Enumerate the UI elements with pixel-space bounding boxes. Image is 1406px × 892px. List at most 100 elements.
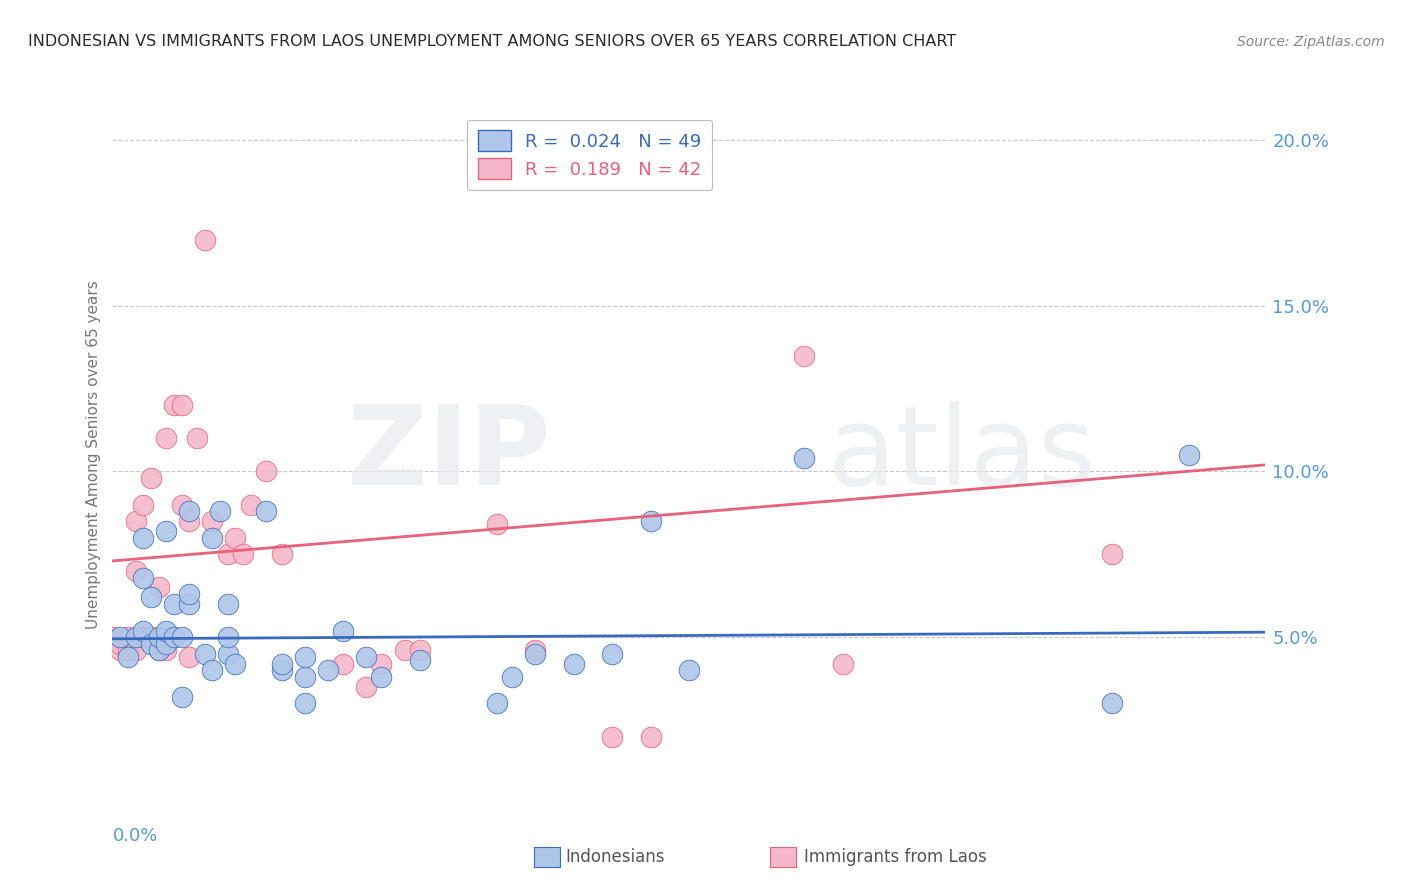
- Point: [179, 587, 201, 601]
- Point: [409, 653, 432, 667]
- Point: [201, 663, 224, 677]
- Point: [201, 514, 224, 528]
- Point: [217, 547, 239, 561]
- Point: [132, 498, 155, 512]
- Point: [370, 657, 392, 671]
- Point: [124, 514, 146, 528]
- Point: [831, 657, 853, 671]
- Point: [132, 624, 155, 638]
- Point: [108, 630, 131, 644]
- Point: [294, 650, 316, 665]
- Point: [132, 570, 155, 584]
- Point: [294, 670, 316, 684]
- Point: [186, 431, 208, 445]
- Point: [139, 471, 162, 485]
- Text: Indonesians: Indonesians: [565, 848, 665, 866]
- Point: [148, 581, 170, 595]
- Point: [148, 630, 170, 644]
- Point: [394, 643, 416, 657]
- Point: [170, 398, 193, 412]
- Point: [170, 630, 193, 644]
- Point: [179, 514, 201, 528]
- Point: [678, 663, 700, 677]
- Point: [209, 504, 232, 518]
- Point: [194, 233, 217, 247]
- Point: [155, 431, 177, 445]
- Point: [179, 597, 201, 611]
- Point: [117, 643, 139, 657]
- Point: [270, 657, 292, 671]
- Point: [224, 531, 246, 545]
- Point: [354, 680, 377, 694]
- Point: [793, 451, 815, 466]
- Point: [148, 643, 170, 657]
- Point: [148, 643, 170, 657]
- Point: [179, 650, 201, 665]
- Text: INDONESIAN VS IMMIGRANTS FROM LAOS UNEMPLOYMENT AMONG SENIORS OVER 65 YEARS CORR: INDONESIAN VS IMMIGRANTS FROM LAOS UNEMP…: [28, 34, 956, 49]
- Point: [354, 650, 377, 665]
- Point: [139, 637, 162, 651]
- Point: [117, 630, 139, 644]
- Point: [101, 630, 124, 644]
- Point: [270, 663, 292, 677]
- Point: [316, 663, 339, 677]
- Point: [124, 630, 146, 644]
- Text: Immigrants from Laos: Immigrants from Laos: [804, 848, 987, 866]
- Point: [163, 597, 186, 611]
- Point: [139, 591, 162, 605]
- Text: 0.0%: 0.0%: [112, 827, 157, 845]
- Point: [201, 531, 224, 545]
- Point: [132, 531, 155, 545]
- Point: [524, 643, 547, 657]
- Point: [485, 697, 508, 711]
- Point: [501, 670, 523, 684]
- Point: [409, 643, 432, 657]
- Text: ZIP: ZIP: [347, 401, 551, 508]
- Point: [217, 630, 239, 644]
- Point: [170, 690, 193, 704]
- Point: [254, 504, 277, 518]
- Point: [485, 517, 508, 532]
- Legend: R =  0.024   N = 49, R =  0.189   N = 42: R = 0.024 N = 49, R = 0.189 N = 42: [467, 120, 713, 190]
- Point: [139, 630, 162, 644]
- Point: [270, 547, 292, 561]
- Point: [600, 730, 623, 744]
- Point: [294, 697, 316, 711]
- Point: [124, 643, 146, 657]
- Text: atlas: atlas: [827, 401, 1095, 508]
- Point: [524, 647, 547, 661]
- Point: [1101, 547, 1123, 561]
- Point: [124, 564, 146, 578]
- Point: [793, 349, 815, 363]
- Point: [640, 730, 662, 744]
- Point: [117, 650, 139, 665]
- Point: [332, 624, 354, 638]
- Point: [217, 597, 239, 611]
- Point: [562, 657, 585, 671]
- Point: [155, 643, 177, 657]
- Point: [163, 630, 186, 644]
- Point: [170, 498, 193, 512]
- Point: [155, 637, 177, 651]
- Point: [179, 504, 201, 518]
- Point: [217, 647, 239, 661]
- Point: [600, 647, 623, 661]
- Point: [108, 637, 131, 651]
- Point: [155, 524, 177, 538]
- Point: [155, 624, 177, 638]
- Point: [163, 398, 186, 412]
- Point: [224, 657, 246, 671]
- Text: Source: ZipAtlas.com: Source: ZipAtlas.com: [1237, 35, 1385, 49]
- Point: [254, 465, 277, 479]
- Point: [370, 670, 392, 684]
- Point: [108, 643, 131, 657]
- Y-axis label: Unemployment Among Seniors over 65 years: Unemployment Among Seniors over 65 years: [86, 281, 101, 629]
- Point: [332, 657, 354, 671]
- Point: [640, 514, 662, 528]
- Point: [239, 498, 262, 512]
- Point: [132, 630, 155, 644]
- Point: [1101, 697, 1123, 711]
- Point: [194, 647, 217, 661]
- Point: [1177, 448, 1199, 462]
- Point: [232, 547, 254, 561]
